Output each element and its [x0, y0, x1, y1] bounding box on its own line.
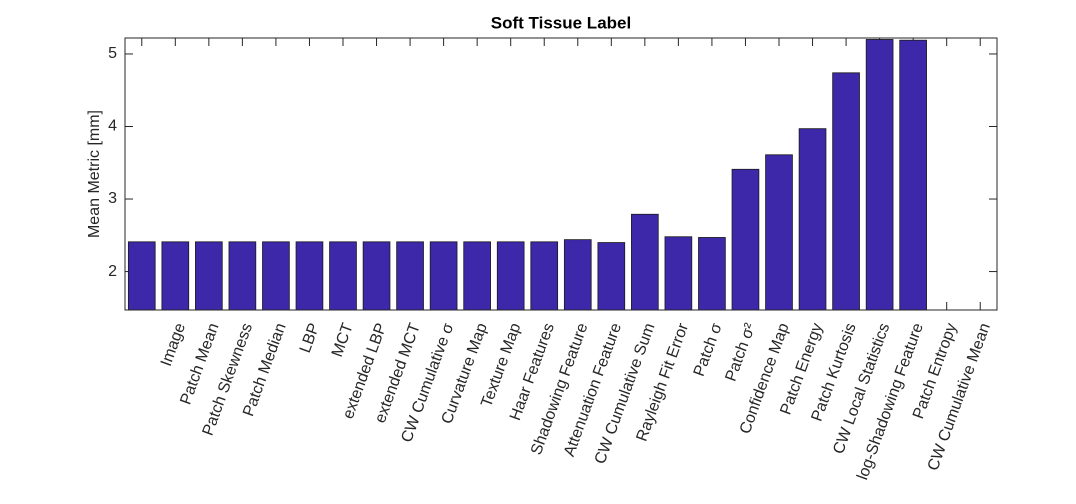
y-tick-label: 2	[108, 263, 117, 280]
bar	[195, 241, 223, 311]
bar	[396, 241, 424, 311]
bar	[731, 168, 760, 311]
bar	[496, 241, 525, 311]
bar	[362, 241, 391, 311]
bar	[899, 39, 927, 311]
bar	[563, 239, 592, 311]
bar	[865, 39, 894, 311]
y-tick-label: 3	[108, 190, 117, 207]
y-tick-label: 5	[108, 45, 117, 62]
bar	[631, 213, 659, 311]
x-tick-label: Patch σ²	[722, 320, 759, 383]
bar	[463, 241, 491, 311]
bar	[664, 236, 693, 311]
bar	[161, 241, 190, 311]
bar	[262, 241, 290, 311]
axes-box	[124, 37, 998, 311]
x-tick-label: Patch σ	[691, 321, 726, 379]
bar	[329, 241, 357, 311]
y-axis-label: Mean Metric [mm]	[86, 110, 103, 238]
bar	[228, 241, 257, 311]
x-tick-label: MCT	[329, 321, 357, 360]
bar	[698, 237, 726, 311]
bar	[798, 128, 827, 311]
bar	[530, 241, 559, 311]
x-tick-label: LBP	[297, 321, 323, 355]
bar	[127, 241, 156, 311]
chart-title: Soft Tissue Label	[491, 13, 631, 32]
bar	[832, 72, 860, 311]
y-tick-label: 4	[108, 118, 117, 135]
bar	[295, 241, 324, 311]
bar	[597, 242, 626, 311]
bar	[765, 154, 793, 311]
bar	[429, 241, 458, 311]
x-tick-label: Image	[158, 321, 189, 369]
